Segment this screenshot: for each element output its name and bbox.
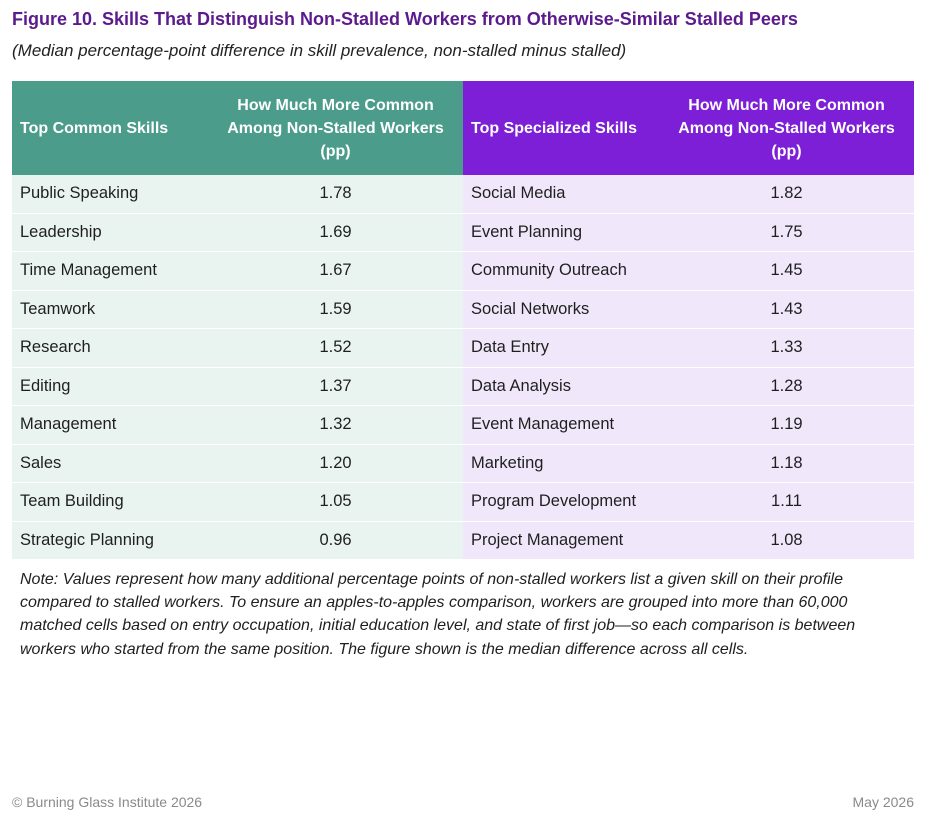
table-row: Sales 1.20 Marketing 1.18	[12, 444, 914, 483]
specialized-skill-cell: Project Management	[463, 521, 659, 560]
table-header-row: Top Common Skills How Much More Common A…	[12, 81, 914, 175]
common-skill-cell: Editing	[12, 367, 208, 406]
common-skill-cell: Leadership	[12, 213, 208, 252]
common-value-cell: 1.59	[208, 290, 463, 329]
figure-title: Figure 10. Skills That Distinguish Non-S…	[12, 9, 798, 29]
common-skill-cell: Team Building	[12, 482, 208, 522]
table-row: Teamwork 1.59 Social Networks 1.43	[12, 290, 914, 329]
common-value-cell: 1.32	[208, 405, 463, 445]
specialized-value-cell: 1.45	[659, 251, 914, 291]
table-row: Team Building 1.05 Program Development 1…	[12, 482, 914, 522]
table-row: Leadership 1.69 Event Planning 1.75	[12, 213, 914, 252]
specialized-value-cell: 1.33	[659, 328, 914, 368]
specialized-skill-cell: Social Media	[463, 175, 659, 214]
specialized-skill-cell: Data Entry	[463, 328, 659, 368]
common-skill-cell: Teamwork	[12, 290, 208, 329]
specialized-value-cell: 1.75	[659, 213, 914, 252]
specialized-value-cell: 1.43	[659, 290, 914, 329]
common-skill-cell: Management	[12, 405, 208, 445]
table-row: Strategic Planning 0.96 Project Manageme…	[12, 521, 914, 560]
specialized-value-cell: 1.08	[659, 521, 914, 560]
common-value-cell: 1.05	[208, 482, 463, 522]
common-skill-cell: Public Speaking	[12, 175, 208, 214]
common-value-cell: 1.37	[208, 367, 463, 406]
specialized-skill-cell: Social Networks	[463, 290, 659, 329]
specialized-value-cell: 1.18	[659, 444, 914, 483]
specialized-value-cell: 1.11	[659, 482, 914, 522]
header-specialized-value: How Much More Common Among Non-Stalled W…	[659, 81, 914, 175]
table-row: Research 1.52 Data Entry 1.33	[12, 328, 914, 368]
header-common-value: How Much More Common Among Non-Stalled W…	[208, 81, 463, 175]
specialized-skill-cell: Event Management	[463, 405, 659, 445]
common-value-cell: 1.69	[208, 213, 463, 252]
common-skill-cell: Strategic Planning	[12, 521, 208, 560]
common-value-cell: 1.20	[208, 444, 463, 483]
figure-subtitle: (Median percentage-point difference in s…	[12, 41, 627, 60]
copyright-footer: © Burning Glass Institute 2026	[12, 794, 203, 810]
specialized-value-cell: 1.28	[659, 367, 914, 406]
table-row: Editing 1.37 Data Analysis 1.28	[12, 367, 914, 406]
specialized-value-cell: 1.82	[659, 175, 914, 214]
specialized-value-cell: 1.19	[659, 405, 914, 445]
table-row: Management 1.32 Event Management 1.19	[12, 405, 914, 445]
specialized-skill-cell: Event Planning	[463, 213, 659, 252]
table-row: Public Speaking 1.78 Social Media 1.82	[12, 175, 914, 214]
specialized-skill-cell: Community Outreach	[463, 251, 659, 291]
common-value-cell: 1.67	[208, 251, 463, 291]
specialized-skill-cell: Marketing	[463, 444, 659, 483]
header-specialized-skills: Top Specialized Skills	[463, 81, 659, 175]
table-note: Note: Values represent how many addition…	[20, 571, 856, 658]
header-common-skills: Top Common Skills	[12, 81, 208, 175]
common-value-cell: 0.96	[208, 521, 463, 560]
specialized-skill-cell: Data Analysis	[463, 367, 659, 406]
common-value-cell: 1.52	[208, 328, 463, 368]
skills-table: Top Common Skills How Much More Common A…	[12, 81, 914, 560]
table-row: Time Management 1.67 Community Outreach …	[12, 251, 914, 291]
common-value-cell: 1.78	[208, 175, 463, 214]
common-skill-cell: Research	[12, 328, 208, 368]
specialized-skill-cell: Program Development	[463, 482, 659, 522]
common-skill-cell: Time Management	[12, 251, 208, 291]
common-skill-cell: Sales	[12, 444, 208, 483]
date-footer: May 2026	[852, 794, 914, 810]
